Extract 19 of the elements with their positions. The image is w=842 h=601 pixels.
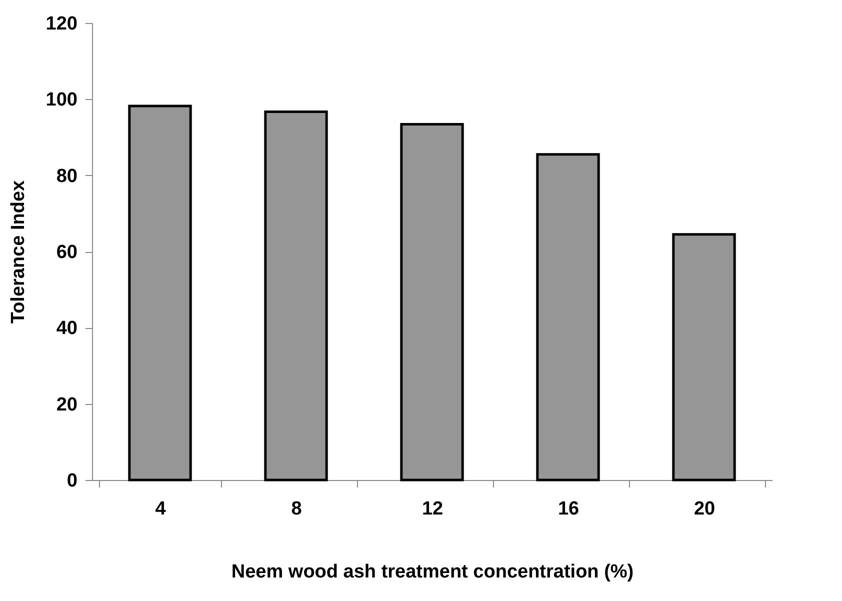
y-tick-label: 0 xyxy=(66,470,78,492)
y-tick-label: 40 xyxy=(56,318,78,340)
bar xyxy=(264,110,328,482)
x-tick-label: 8 xyxy=(291,498,302,520)
bar xyxy=(672,233,736,482)
x-tick-label: 20 xyxy=(694,498,716,520)
y-tick-label: 100 xyxy=(46,90,78,111)
y-axis-title: Tolerance Index xyxy=(8,180,29,324)
y-tick-label: 60 xyxy=(56,242,78,263)
x-axis-title: Neem wood ash treatment concentration (%) xyxy=(231,562,634,582)
x-tick-label: 12 xyxy=(422,498,444,520)
bar xyxy=(400,123,464,482)
y-tick-label: 120 xyxy=(46,14,78,34)
bar xyxy=(536,153,600,482)
bar xyxy=(128,104,192,482)
x-tick-label: 16 xyxy=(558,498,580,520)
x-tick-label: 4 xyxy=(155,498,166,520)
y-tick-label: 20 xyxy=(56,394,78,416)
y-tick-label: 80 xyxy=(56,166,78,187)
